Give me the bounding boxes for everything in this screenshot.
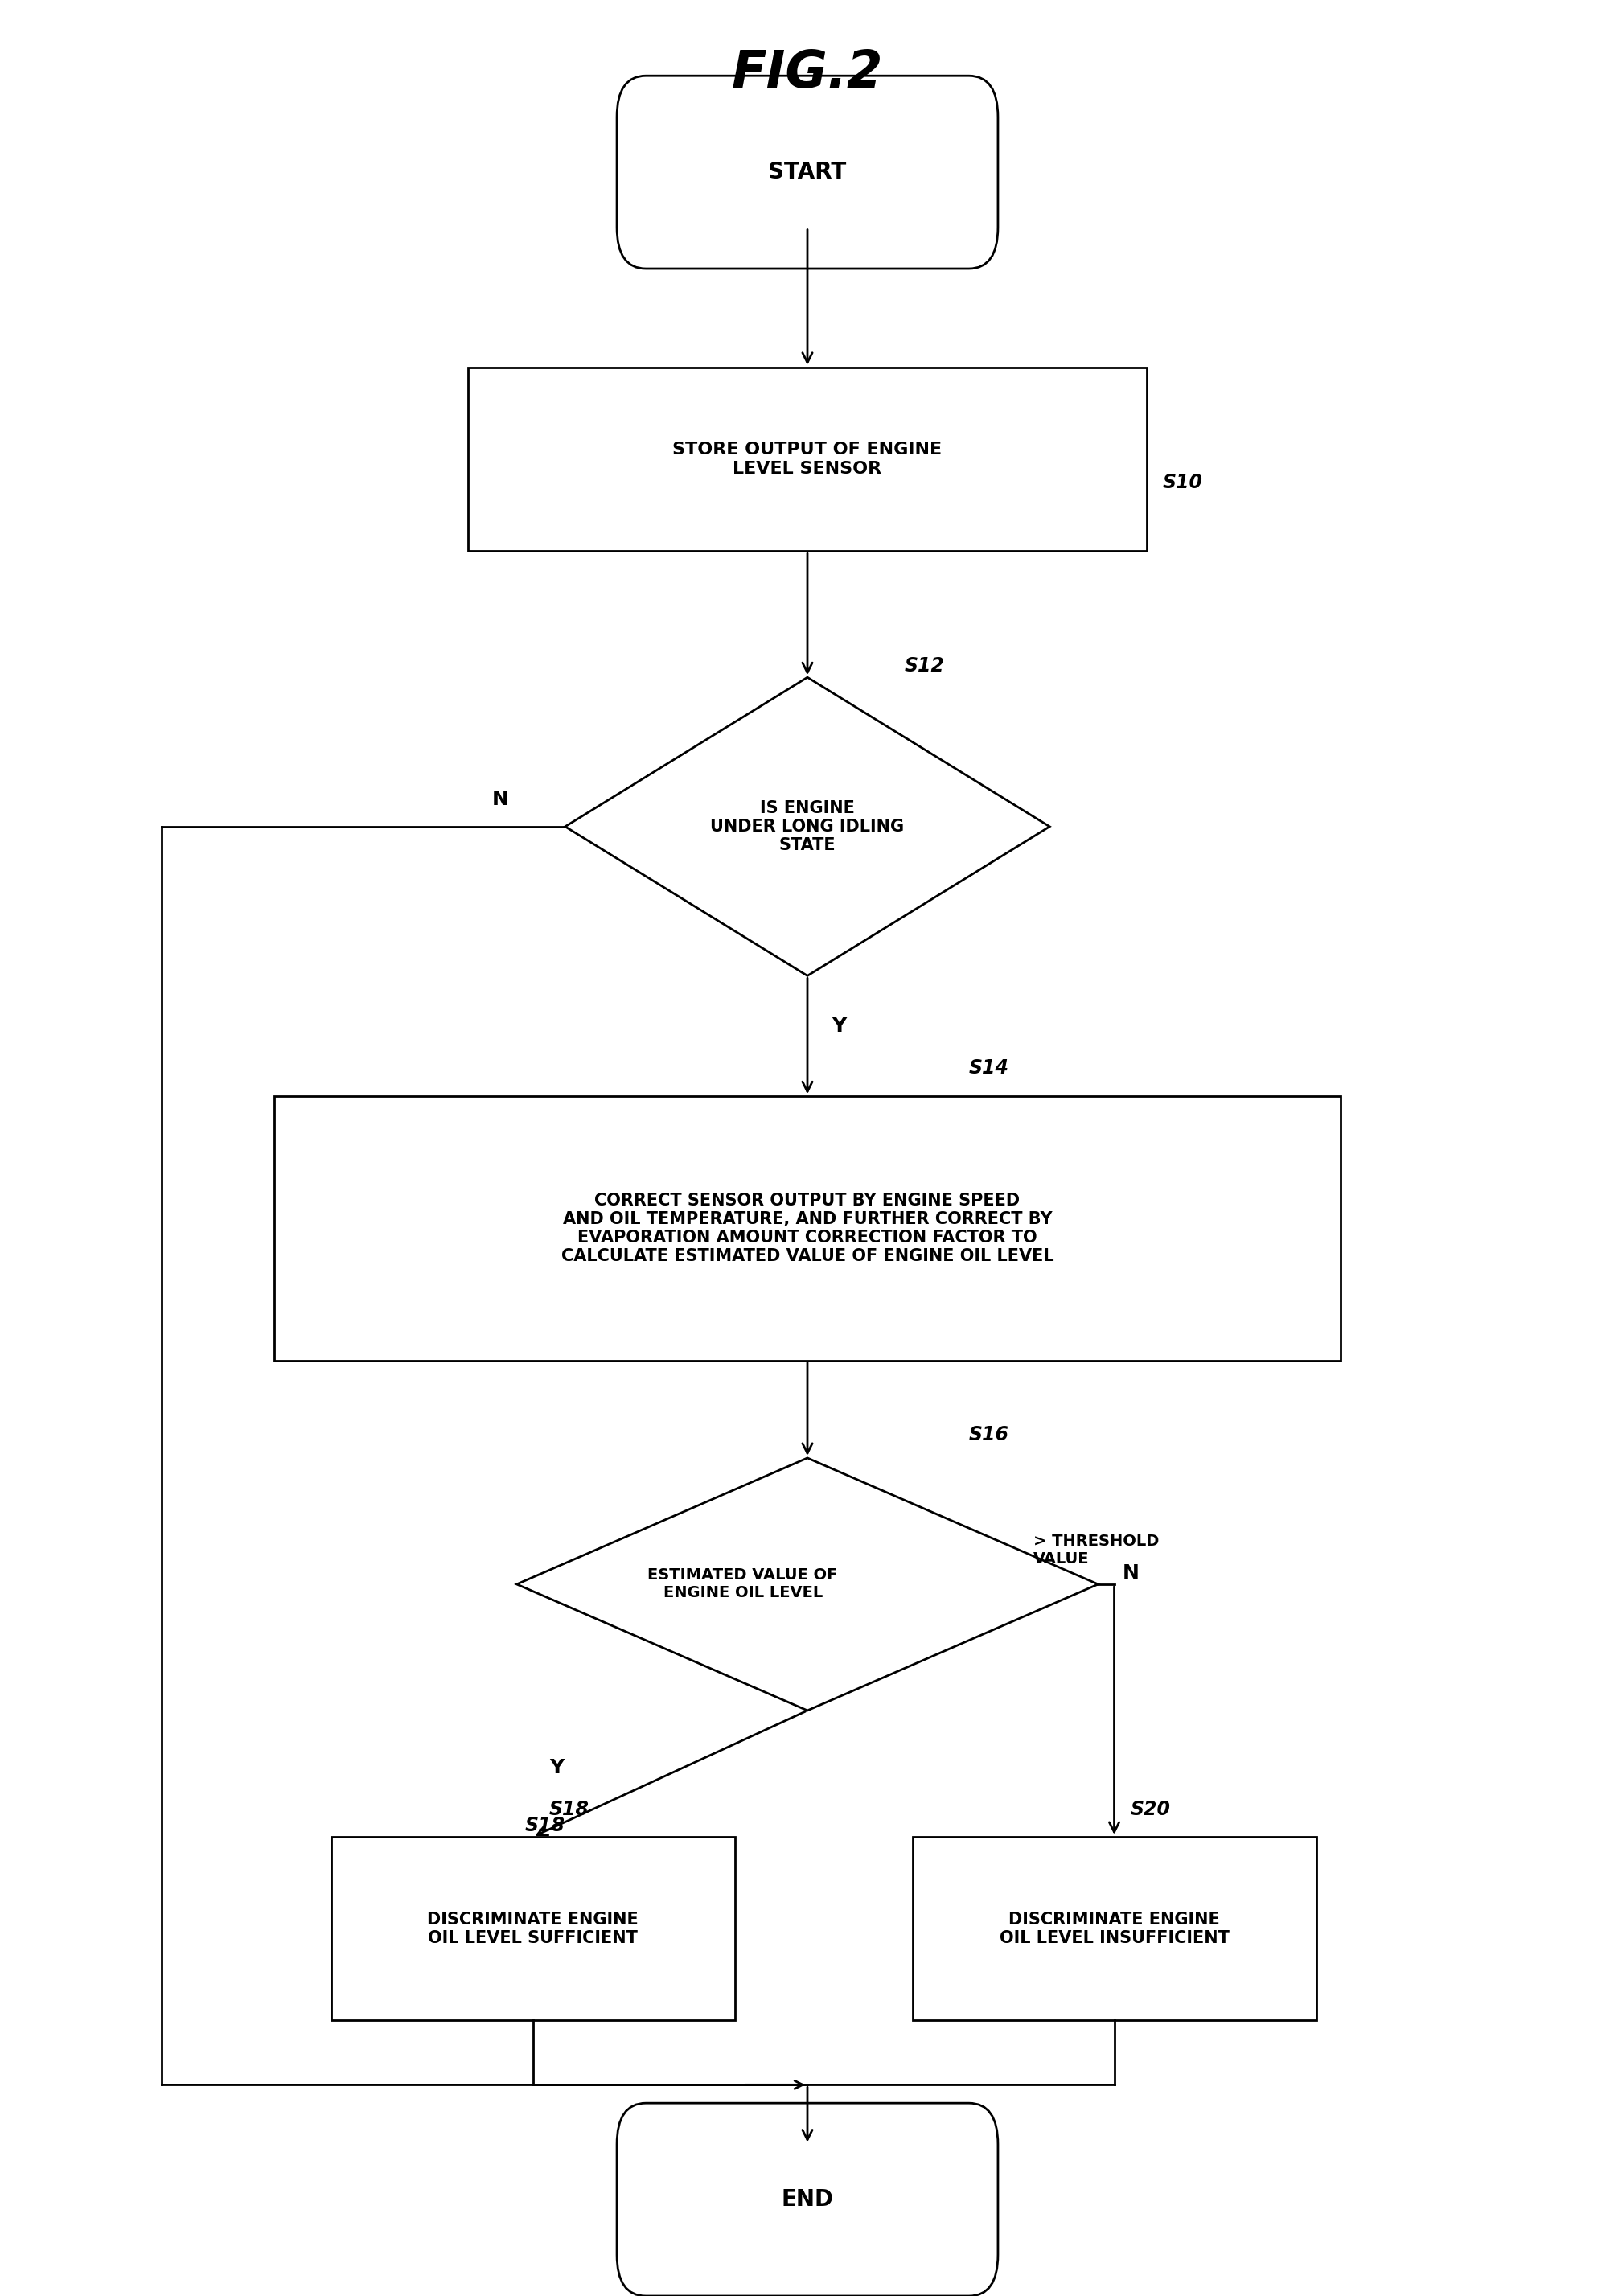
Text: ESTIMATED VALUE OF
ENGINE OIL LEVEL: ESTIMATED VALUE OF ENGINE OIL LEVEL bbox=[647, 1568, 838, 1600]
Text: S12: S12 bbox=[904, 657, 944, 675]
Text: CORRECT SENSOR OUTPUT BY ENGINE SPEED
AND OIL TEMPERATURE, AND FURTHER CORRECT B: CORRECT SENSOR OUTPUT BY ENGINE SPEED AN… bbox=[560, 1192, 1054, 1265]
Text: S18: S18 bbox=[549, 1800, 589, 1818]
Text: S20: S20 bbox=[1130, 1800, 1170, 1818]
Text: N: N bbox=[1122, 1564, 1138, 1582]
FancyBboxPatch shape bbox=[617, 76, 997, 269]
Text: Y: Y bbox=[831, 1017, 846, 1035]
Text: END: END bbox=[781, 2188, 833, 2211]
Text: DISCRIMINATE ENGINE
OIL LEVEL INSUFFICIENT: DISCRIMINATE ENGINE OIL LEVEL INSUFFICIE… bbox=[999, 1910, 1228, 1947]
Text: FIG.2: FIG.2 bbox=[731, 48, 883, 99]
Bar bbox=[274, 1097, 1340, 1359]
Text: IS ENGINE
UNDER LONG IDLING
STATE: IS ENGINE UNDER LONG IDLING STATE bbox=[710, 799, 904, 854]
Polygon shape bbox=[516, 1458, 1098, 1711]
Text: DISCRIMINATE ENGINE
OIL LEVEL SUFFICIENT: DISCRIMINATE ENGINE OIL LEVEL SUFFICIENT bbox=[428, 1910, 638, 1947]
Text: S18: S18 bbox=[525, 1816, 565, 1835]
FancyBboxPatch shape bbox=[617, 2103, 997, 2296]
Bar bbox=[331, 1837, 734, 2020]
Text: STORE OUTPUT OF ENGINE
LEVEL SENSOR: STORE OUTPUT OF ENGINE LEVEL SENSOR bbox=[673, 441, 941, 478]
Text: S10: S10 bbox=[1162, 473, 1202, 491]
Polygon shape bbox=[565, 677, 1049, 976]
Text: N: N bbox=[492, 790, 508, 808]
Bar bbox=[912, 1837, 1315, 2020]
Text: S16: S16 bbox=[968, 1426, 1009, 1444]
Bar bbox=[468, 367, 1146, 551]
Text: > THRESHOLD
VALUE: > THRESHOLD VALUE bbox=[1033, 1534, 1159, 1566]
Text: Y: Y bbox=[549, 1759, 563, 1777]
Text: S14: S14 bbox=[968, 1058, 1009, 1077]
Text: START: START bbox=[768, 161, 846, 184]
